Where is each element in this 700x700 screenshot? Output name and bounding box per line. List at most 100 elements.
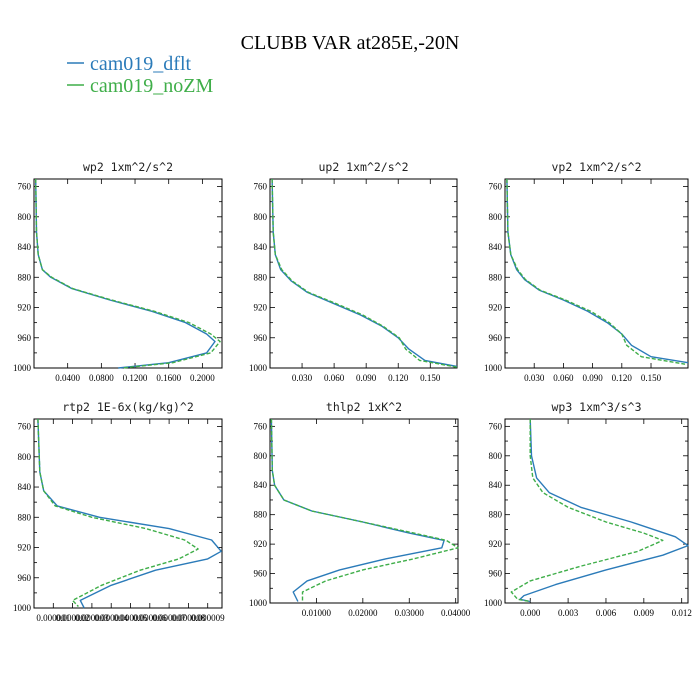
plot-frame (269, 178, 458, 369)
y-tick-label: 920 (18, 303, 32, 313)
panel-5: thlp2 1xK^2 760 800 840 880 920 960 1000 0.01000… (249, 400, 471, 618)
y-tick-label: 880 (489, 272, 503, 282)
y-tick-label: 960 (489, 569, 503, 579)
panel-6: wp3 1xm^3/s^3 760 800 840 880 920 960 1000 0.000… (484, 400, 692, 618)
legend-label-nozm: cam019_noZM (90, 75, 214, 97)
legend-label-dflt: cam019_dflt (90, 53, 192, 75)
x-tick-label: 0.04000 (441, 608, 471, 618)
x-tick-label: 0.03000 (395, 608, 425, 618)
y-tick-label: 1000 (249, 598, 268, 608)
x-tick-label: 0.1600 (156, 373, 181, 383)
x-tick-label: 0.000003 (75, 613, 109, 623)
x-tick-label: 0.1200 (123, 373, 148, 383)
x-tick-label: 0.120 (388, 373, 409, 383)
y-tick-label: 1000 (484, 598, 503, 608)
series-line-nozm (510, 419, 664, 603)
x-tick-label: 0.01000 (302, 608, 332, 618)
y-tick-label: 800 (489, 212, 503, 222)
series-line-nozm (506, 178, 686, 365)
x-tick-label: 0.060 (553, 373, 574, 383)
y-tick-label: 800 (18, 452, 32, 462)
plot-frame (33, 418, 223, 609)
legend: cam019_dflt cam019_noZM (67, 53, 214, 97)
panels: wp2 1xm^2/s^2 760 800 840 880 920 960 1000 0.040… (13, 160, 692, 623)
x-tick-label: 0.000007 (152, 613, 186, 623)
series-line-nozm (35, 178, 221, 369)
panel-title: rtp2 1E-6x(kg/kg)^2 (62, 400, 194, 414)
x-tick-label: 0.000006 (133, 613, 167, 623)
y-tick-label: 960 (18, 333, 32, 343)
y-tick-label: 960 (254, 333, 268, 343)
y-tick-label: 840 (489, 242, 503, 252)
legend-item-dflt: cam019_dflt (67, 53, 192, 75)
y-tick-label: 1000 (13, 603, 32, 613)
y-tick-label: 760 (18, 422, 32, 432)
plot-frame (33, 178, 223, 369)
x-tick-label: 0.060 (324, 373, 345, 383)
y-tick-label: 840 (18, 482, 32, 492)
x-tick-label: 0.012 (672, 608, 692, 618)
y-tick-label: 960 (254, 569, 268, 579)
x-tick-label: 0.090 (582, 373, 603, 383)
x-tick-label: 0.150 (641, 373, 662, 383)
series-line-nozm (37, 418, 199, 607)
x-tick-label: 0.003 (558, 608, 579, 618)
x-tick-label: 0.000009 (191, 613, 225, 623)
x-tick-label: 0.000002 (56, 613, 90, 623)
x-tick-label: 0.0400 (55, 373, 80, 383)
x-tick-label: 0.000001 (36, 613, 70, 623)
series-line-dflt (37, 418, 222, 609)
plot-frame (269, 418, 459, 604)
y-tick-label: 920 (254, 539, 268, 549)
panel-title: vp2 1xm^2/s^2 (551, 160, 641, 174)
y-tick-label: 920 (254, 303, 268, 313)
panel-title: wp2 1xm^2/s^2 (83, 160, 173, 174)
y-tick-label: 760 (254, 421, 268, 431)
x-tick-label: 0.0800 (89, 373, 114, 383)
x-tick-label: 0.120 (612, 373, 633, 383)
y-tick-label: 920 (489, 303, 503, 313)
y-tick-label: 760 (254, 182, 268, 192)
y-tick-label: 880 (254, 272, 268, 282)
panel-title: wp3 1xm^3/s^3 (551, 400, 641, 414)
y-tick-label: 800 (254, 451, 268, 461)
y-tick-label: 880 (18, 272, 32, 282)
panel-1: wp2 1xm^2/s^2 760 800 840 880 920 960 1000 0.040… (13, 160, 223, 383)
x-tick-label: 0.009 (634, 608, 655, 618)
panel-4: rtp2 1E-6x(kg/kg)^2 760 800 840 880 920 960 100… (13, 400, 225, 623)
series-line-dflt (270, 418, 445, 602)
y-tick-label: 840 (489, 480, 503, 490)
x-tick-label: 0.030 (292, 373, 313, 383)
y-tick-label: 1000 (249, 363, 268, 373)
series-line-nozm (271, 178, 458, 368)
y-tick-label: 840 (254, 242, 268, 252)
x-tick-label: 0.2000 (190, 373, 215, 383)
plot-frame (504, 418, 689, 604)
y-tick-label: 760 (489, 182, 503, 192)
y-tick-label: 760 (489, 421, 503, 431)
x-tick-label: 0.090 (356, 373, 377, 383)
x-tick-label: 0.030 (524, 373, 545, 383)
x-tick-label: 0.006 (596, 608, 617, 618)
panel-3: vp2 1xm^2/s^2 760 800 840 880 920 960 1000 0.030… (484, 160, 689, 383)
y-tick-label: 800 (254, 212, 268, 222)
plot-frame (504, 178, 689, 369)
y-tick-label: 880 (18, 512, 32, 522)
y-tick-label: 840 (18, 242, 32, 252)
panel-title: up2 1xm^2/s^2 (318, 160, 408, 174)
x-tick-label: 0.000005 (114, 613, 148, 623)
series-line-dflt (519, 418, 689, 603)
x-tick-label: 0.000008 (172, 613, 206, 623)
y-tick-label: 920 (18, 543, 32, 553)
legend-item-nozm: cam019_noZM (67, 75, 214, 97)
series-line-dflt (271, 178, 458, 368)
series-line-nozm (270, 418, 459, 601)
series-line-dflt (506, 178, 689, 364)
y-tick-label: 800 (489, 451, 503, 461)
figure-title: CLUBB VAR at285E,-20N (241, 32, 460, 54)
panel-2: up2 1xm^2/s^2 760 800 840 880 920 960 1000 0.030… (249, 160, 458, 383)
y-tick-label: 920 (489, 539, 503, 549)
x-tick-label: 0.150 (420, 373, 441, 383)
y-tick-label: 880 (489, 510, 503, 520)
